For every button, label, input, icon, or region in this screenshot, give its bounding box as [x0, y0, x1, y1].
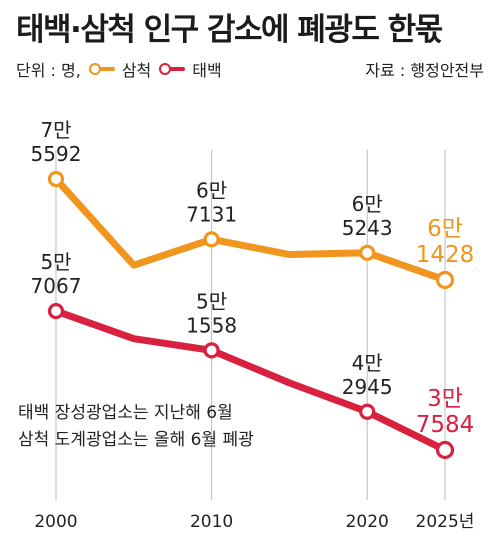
legend-item-taebaek: 태백	[159, 57, 222, 81]
x-axis: 2000 2010 2020 2025년	[34, 512, 474, 532]
x-tick-label: 2010	[190, 512, 233, 532]
data-label-samcheok: 5592	[31, 142, 82, 166]
data-label-taebaek: 7584	[416, 412, 475, 438]
chart-title: 태백·삼척 인구 감소에 폐광도 한몫	[16, 12, 443, 48]
source-label: 자료 : 행정안전부	[365, 61, 484, 80]
data-label-samcheok: 6만	[352, 192, 383, 216]
series-line-taebaek	[52, 307, 449, 454]
data-label-taebaek: 3만	[427, 386, 463, 412]
series-points	[47, 170, 455, 460]
data-point-taebaek	[203, 342, 220, 359]
series-line-samcheok	[52, 175, 449, 284]
legend-swatch-taebaek	[159, 63, 187, 75]
data-label-taebaek: 1558	[186, 313, 237, 337]
annotation-line: 삼척 도계광업소는 올해 6월 폐광	[18, 430, 254, 450]
data-point-taebaek	[47, 302, 65, 320]
data-label-samcheok: 7131	[186, 202, 237, 226]
data-label-taebaek: 2945	[342, 375, 393, 399]
x-tick-label: 2025년	[416, 512, 475, 532]
unit-label: 단위 : 명,	[16, 61, 81, 80]
legend-label-taebaek: 태백	[192, 61, 222, 80]
legend-swatch-samcheok	[88, 63, 117, 75]
data-label-taebaek: 7067	[31, 274, 82, 298]
data-label-taebaek: 5만	[196, 289, 227, 313]
legend-item-samcheok: 삼척	[88, 57, 152, 81]
data-label-samcheok: 6만	[427, 216, 463, 242]
data-point-taebaek	[435, 440, 455, 460]
annotation-line: 태백 장성광업소는 지난해 6월	[18, 403, 233, 423]
data-point-samcheok	[359, 244, 376, 261]
x-tick-label: 2020	[346, 512, 389, 532]
data-label-samcheok: 5243	[342, 216, 393, 240]
data-label-samcheok: 1428	[416, 242, 475, 268]
data-label-taebaek: 4만	[352, 351, 383, 375]
legend: 단위 : 명, 삼척 태백	[16, 56, 230, 82]
series-lines	[52, 175, 449, 454]
data-point-taebaek	[359, 403, 376, 420]
legend-label-samcheok: 삼척	[121, 61, 152, 80]
data-point-samcheok	[435, 270, 455, 290]
data-label-samcheok: 7만	[40, 118, 71, 142]
data-point-samcheok	[203, 231, 220, 248]
data-label-samcheok: 6만	[196, 178, 227, 202]
data-point-samcheok	[47, 170, 65, 188]
data-label-taebaek: 5만	[40, 250, 71, 274]
x-tick-label: 2000	[34, 512, 77, 532]
